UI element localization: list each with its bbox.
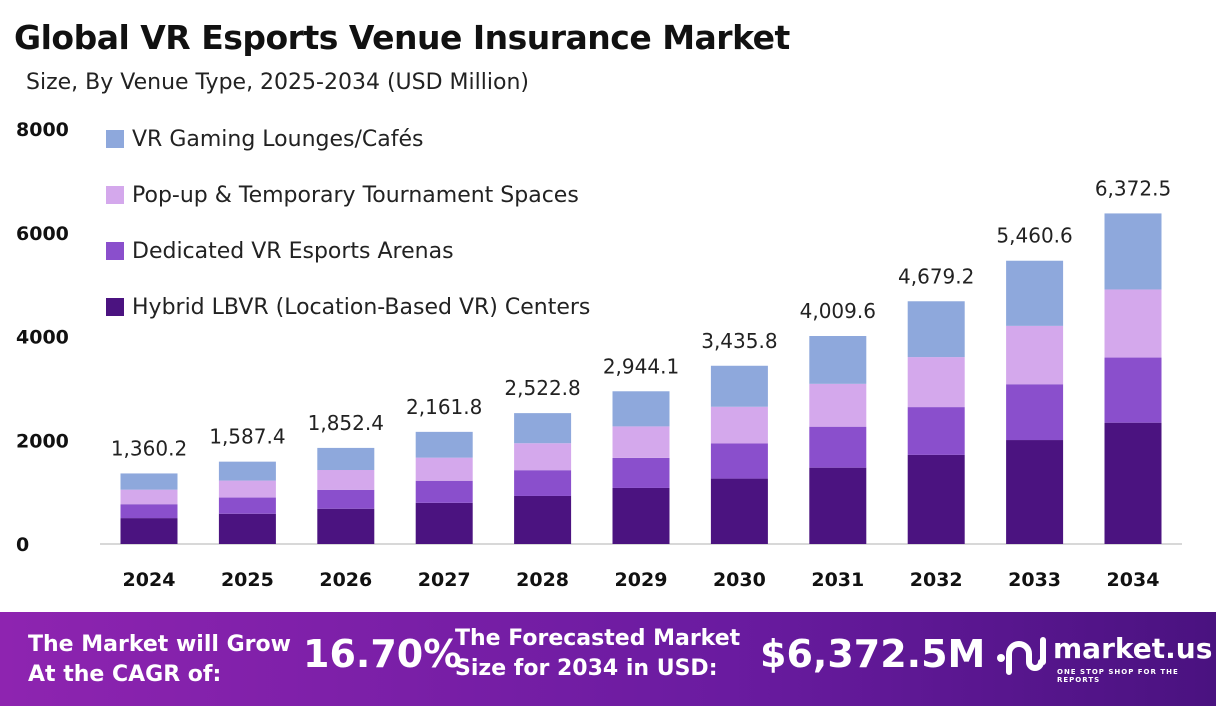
bar-segment xyxy=(415,457,473,481)
bar-segment xyxy=(218,497,276,514)
bar-segment xyxy=(907,407,965,455)
bar-segment xyxy=(317,508,375,544)
bar-segment xyxy=(514,443,572,471)
cagr-value: 16.70% xyxy=(303,632,462,676)
bar-segment xyxy=(809,336,867,384)
legend-label: Pop-up & Temporary Tournament Spaces xyxy=(132,183,579,208)
x-tick-label: 2034 xyxy=(1107,569,1160,591)
bar-segment xyxy=(907,454,965,544)
y-tick-label: 6000 xyxy=(16,223,69,245)
bar-segment xyxy=(907,357,965,408)
y-tick-label: 8000 xyxy=(16,119,69,141)
bar-segment xyxy=(1006,440,1064,544)
bar-segment xyxy=(1006,325,1064,385)
legend-label: Dedicated VR Esports Arenas xyxy=(132,239,454,264)
bar-segment xyxy=(1006,384,1064,441)
cagr-label-2: At the CAGR of: xyxy=(28,662,222,687)
bar-segment xyxy=(1104,357,1162,423)
x-tick-label: 2032 xyxy=(910,569,963,591)
stacked-bar-chart: 0 2000 4000 6000 8000 1,360.2 2024 1,587.4 2025 1… xyxy=(16,119,1182,591)
chart-subtitle: Size, By Venue Type, 2025-2034 (USD Mill… xyxy=(26,70,529,95)
legend-label: Hybrid LBVR (Location-Based VR) Centers xyxy=(132,295,590,320)
bar-segment xyxy=(415,431,473,458)
bar-segment xyxy=(120,473,178,490)
data-label-total: 3,435.8 xyxy=(701,329,777,353)
x-tick-label: 2029 xyxy=(615,569,668,591)
y-tick-label: 4000 xyxy=(16,327,69,349)
logo-name: market.us xyxy=(1053,632,1213,665)
bar-segment xyxy=(710,406,768,444)
y-tick-label: 2000 xyxy=(16,430,69,452)
bar-segment xyxy=(710,443,768,479)
legend-swatch xyxy=(106,298,124,316)
bar-segment xyxy=(514,495,572,544)
bar-segment xyxy=(710,365,768,407)
forecast-value: $6,372.5M xyxy=(760,632,986,676)
footer-banner: The Market will Grow At the CAGR of: 16.… xyxy=(0,612,1216,706)
bar-segment xyxy=(612,426,670,458)
bar-segment xyxy=(317,470,375,490)
bar-segment xyxy=(1104,422,1162,544)
bar-segment xyxy=(612,391,670,427)
market-us-logo-icon xyxy=(997,637,1046,675)
data-label-total: 6,372.5 xyxy=(1095,176,1171,200)
x-tick-label: 2024 xyxy=(123,569,176,591)
data-label-total: 5,460.6 xyxy=(996,224,1072,248)
x-tick-label: 2031 xyxy=(811,569,864,591)
x-tick-label: 2026 xyxy=(319,569,372,591)
bar-segment xyxy=(710,478,768,544)
y-tick-label: 0 xyxy=(16,534,29,556)
legend-swatch xyxy=(106,242,124,260)
bar-segment xyxy=(1006,260,1064,326)
x-tick-label: 2030 xyxy=(713,569,766,591)
data-label-total: 2,944.1 xyxy=(603,354,679,378)
bar-segment xyxy=(218,461,276,481)
bar-segment xyxy=(415,480,473,503)
forecast-label-1: The Forecasted Market xyxy=(455,626,741,651)
bar-segment xyxy=(612,457,670,488)
bar-segment xyxy=(218,513,276,544)
x-tick-label: 2025 xyxy=(221,569,274,591)
data-label-total: 4,679.2 xyxy=(898,264,974,288)
bar-segment xyxy=(514,413,572,444)
forecast-label-2: Size for 2034 in USD: xyxy=(455,656,718,681)
bar-segment xyxy=(120,518,178,544)
bar-segment xyxy=(218,480,276,498)
legend-label: VR Gaming Lounges/Cafés xyxy=(132,127,423,152)
data-label-total: 2,522.8 xyxy=(504,376,580,400)
data-label-total: 1,852.4 xyxy=(308,411,384,435)
legend-swatch xyxy=(106,130,124,148)
bar-segment xyxy=(317,447,375,471)
data-label-total: 1,360.2 xyxy=(111,436,187,460)
bar-segment xyxy=(809,467,867,544)
bar-segment xyxy=(907,301,965,358)
legend-swatch xyxy=(106,186,124,204)
x-tick-label: 2033 xyxy=(1008,569,1061,591)
bar-segment xyxy=(809,426,867,468)
bar-segment xyxy=(1104,289,1162,358)
data-label-total: 4,009.6 xyxy=(800,299,876,323)
bar-segment xyxy=(415,502,473,544)
chart-title: Global VR Esports Venue Insurance Market xyxy=(14,18,790,57)
bar-segment xyxy=(809,383,867,427)
bar-segment xyxy=(1104,213,1162,290)
x-tick-label: 2027 xyxy=(418,569,471,591)
x-tick-label: 2028 xyxy=(516,569,569,591)
bar-segment xyxy=(612,487,670,544)
bar-segment xyxy=(120,489,178,505)
data-label-total: 1,587.4 xyxy=(209,425,285,449)
bar-segment xyxy=(514,470,572,496)
bar-segment xyxy=(317,489,375,509)
bar-segment xyxy=(120,504,178,519)
logo-tagline: ONE STOP SHOP FOR THE REPORTS xyxy=(1057,668,1179,684)
cagr-label-1: The Market will Grow xyxy=(28,632,291,657)
data-label-total: 2,161.8 xyxy=(406,395,482,419)
